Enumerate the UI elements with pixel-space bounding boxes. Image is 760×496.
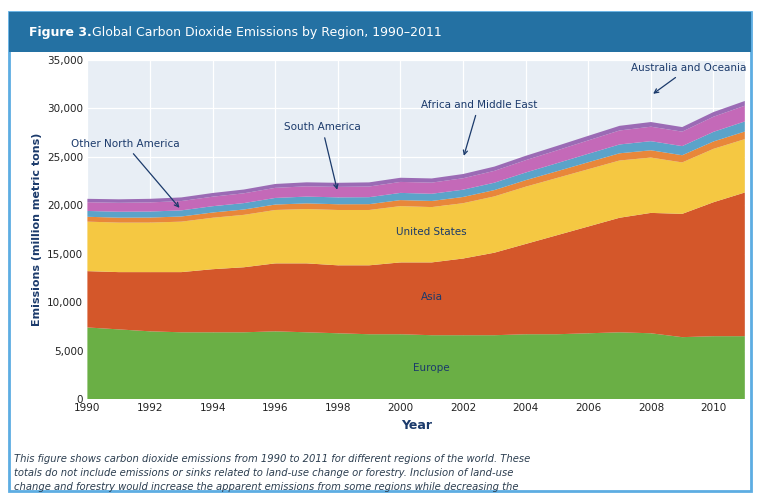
Y-axis label: Emissions (million metric tons): Emissions (million metric tons) — [32, 133, 42, 326]
FancyBboxPatch shape — [9, 12, 751, 52]
Text: Australia and Oceania: Australia and Oceania — [631, 63, 746, 93]
Text: United States: United States — [397, 227, 467, 237]
Text: Africa and Middle East: Africa and Middle East — [420, 100, 537, 155]
Text: South America: South America — [283, 123, 360, 188]
Text: Other North America: Other North America — [71, 139, 179, 207]
Text: Global Carbon Dioxide Emissions by Region, 1990–2011: Global Carbon Dioxide Emissions by Regio… — [84, 26, 442, 39]
FancyBboxPatch shape — [9, 12, 751, 491]
Text: Asia: Asia — [421, 292, 443, 303]
Text: Figure 3.: Figure 3. — [29, 26, 92, 39]
X-axis label: Year: Year — [401, 419, 432, 432]
Text: Europe: Europe — [413, 363, 450, 373]
Text: This figure shows carbon dioxide emissions from 1990 to 2011 for different regio: This figure shows carbon dioxide emissio… — [14, 454, 530, 496]
